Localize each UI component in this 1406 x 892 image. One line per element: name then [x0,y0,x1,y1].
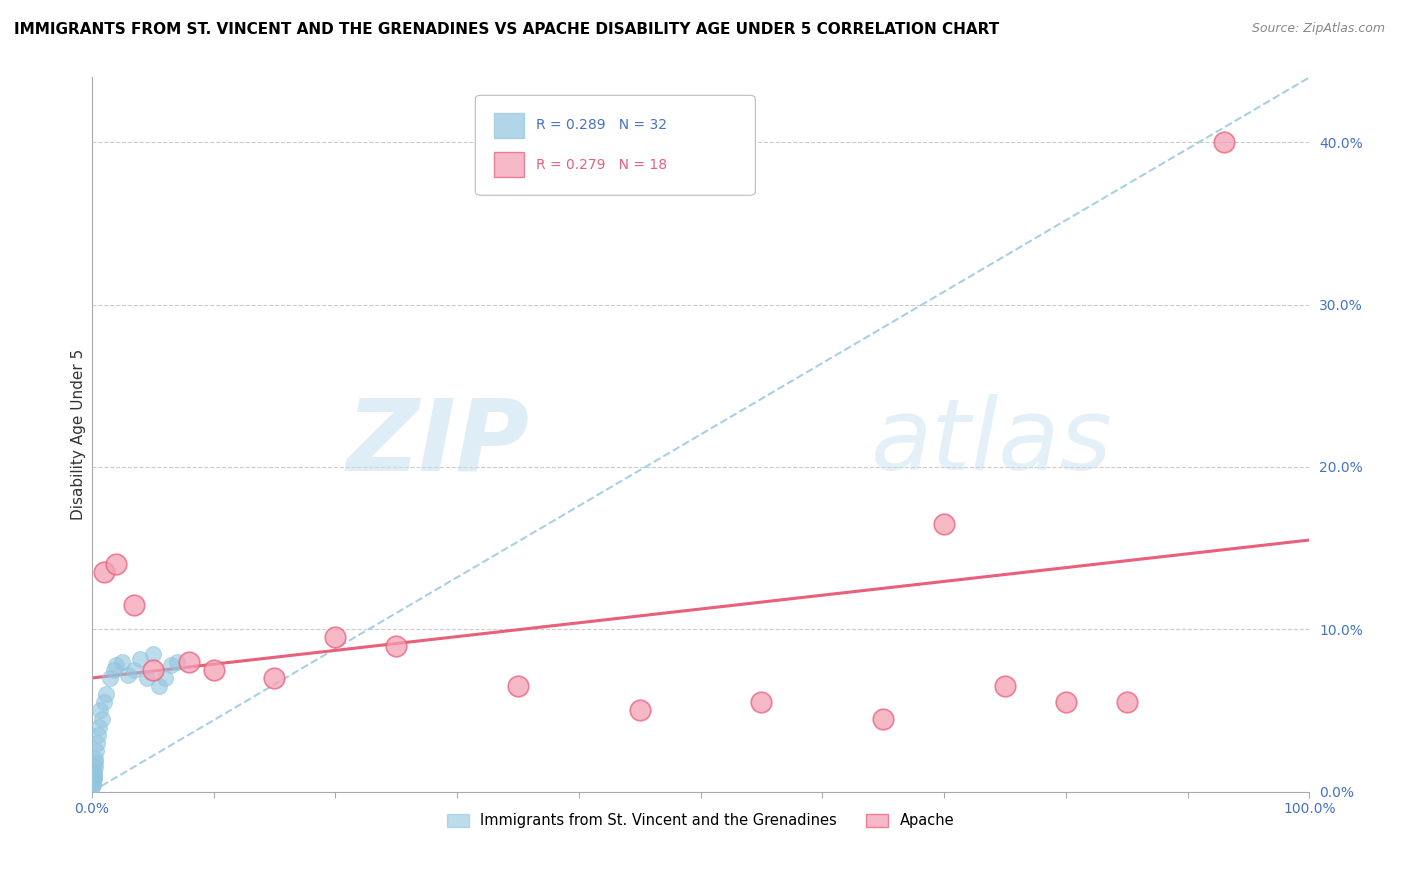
Point [160,658,183,673]
Point [142,663,165,677]
Point [84,744,107,758]
Point [93,695,115,709]
Text: R = 0.279   N = 18: R = 0.279 N = 18 [536,158,668,171]
Point [105,658,128,673]
Point [872,712,894,726]
Point [142,647,165,661]
Point [93,566,115,580]
Point [98,671,121,685]
Point [103,663,125,677]
Y-axis label: Disability Age Under 5: Disability Age Under 5 [72,349,86,520]
Text: R = 0.289   N = 32: R = 0.289 N = 32 [536,119,668,132]
Point [83,760,105,774]
Point [153,671,176,685]
Point [323,631,346,645]
FancyBboxPatch shape [475,95,755,195]
Legend: Immigrants from St. Vincent and the Grenadines, Apache: Immigrants from St. Vincent and the Gren… [441,807,960,834]
Point [82,780,104,794]
Point [84,752,107,766]
Point [83,768,105,782]
Point [385,639,408,653]
Text: IMMIGRANTS FROM ST. VINCENT AND THE GRENADINES VS APACHE DISABILITY AGE UNDER 5 : IMMIGRANTS FROM ST. VINCENT AND THE GREN… [14,22,1000,37]
Point [263,671,285,685]
Point [202,663,225,677]
Point [111,655,134,669]
Point [506,679,529,693]
Point [751,695,773,709]
Text: atlas: atlas [870,394,1112,491]
Point [82,775,104,789]
Bar [494,113,524,138]
Point [105,558,128,572]
Point [82,778,104,792]
Point [135,671,157,685]
Point [179,655,201,669]
Point [90,712,112,726]
Point [124,598,146,612]
Point [628,703,651,717]
Point [129,651,152,665]
Point [124,663,146,677]
Point [1213,136,1236,150]
Point [86,736,108,750]
Bar [494,153,524,178]
Point [148,679,170,693]
Point [1054,695,1077,709]
Point [89,703,111,717]
Point [83,765,105,780]
Point [83,772,105,786]
Point [166,655,188,669]
Point [1115,695,1137,709]
Point [96,687,118,701]
Point [87,720,110,734]
Point [84,756,107,770]
Point [83,770,105,784]
Text: ZIP: ZIP [347,394,530,491]
Text: Source: ZipAtlas.com: Source: ZipAtlas.com [1251,22,1385,36]
Point [994,679,1017,693]
Point [82,776,104,790]
Point [117,667,139,681]
Point [932,516,955,531]
Point [87,728,110,742]
